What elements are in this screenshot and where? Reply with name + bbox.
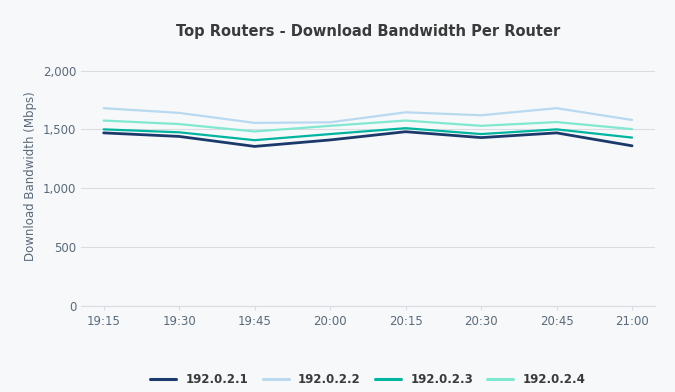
192.0.2.2 bbox=[326, 120, 334, 125]
Line: 192.0.2.4: 192.0.2.4 bbox=[104, 121, 632, 131]
192.0.2.2 bbox=[175, 111, 183, 115]
Y-axis label: Download Bandwidth (Mbps): Download Bandwidth (Mbps) bbox=[24, 91, 37, 261]
192.0.2.1 bbox=[477, 135, 485, 140]
192.0.2.1 bbox=[100, 131, 108, 135]
192.0.2.3 bbox=[553, 127, 561, 132]
192.0.2.2 bbox=[402, 110, 410, 115]
192.0.2.1 bbox=[326, 138, 334, 142]
192.0.2.1 bbox=[402, 129, 410, 134]
192.0.2.3 bbox=[250, 138, 259, 143]
192.0.2.1 bbox=[250, 144, 259, 149]
Line: 192.0.2.3: 192.0.2.3 bbox=[104, 128, 632, 140]
192.0.2.4 bbox=[175, 122, 183, 127]
192.0.2.3 bbox=[402, 126, 410, 131]
192.0.2.1 bbox=[628, 143, 636, 148]
192.0.2.4 bbox=[553, 120, 561, 124]
Line: 192.0.2.1: 192.0.2.1 bbox=[104, 132, 632, 147]
192.0.2.4 bbox=[250, 129, 259, 134]
192.0.2.2 bbox=[553, 106, 561, 111]
192.0.2.1 bbox=[175, 134, 183, 139]
192.0.2.3 bbox=[100, 127, 108, 132]
192.0.2.4 bbox=[477, 123, 485, 128]
192.0.2.4 bbox=[402, 118, 410, 123]
192.0.2.4 bbox=[100, 118, 108, 123]
Title: Top Routers - Download Bandwidth Per Router: Top Routers - Download Bandwidth Per Rou… bbox=[176, 24, 560, 39]
192.0.2.1 bbox=[553, 131, 561, 135]
192.0.2.2 bbox=[250, 121, 259, 125]
192.0.2.4 bbox=[628, 127, 636, 131]
Line: 192.0.2.2: 192.0.2.2 bbox=[104, 108, 632, 123]
192.0.2.2 bbox=[100, 106, 108, 111]
Legend: 192.0.2.1, 192.0.2.2, 192.0.2.3, 192.0.2.4: 192.0.2.1, 192.0.2.2, 192.0.2.3, 192.0.2… bbox=[146, 368, 590, 391]
192.0.2.2 bbox=[477, 113, 485, 118]
192.0.2.3 bbox=[175, 130, 183, 135]
192.0.2.3 bbox=[326, 132, 334, 136]
192.0.2.2 bbox=[628, 118, 636, 122]
192.0.2.3 bbox=[628, 135, 636, 140]
192.0.2.3 bbox=[477, 132, 485, 136]
192.0.2.4 bbox=[326, 123, 334, 128]
